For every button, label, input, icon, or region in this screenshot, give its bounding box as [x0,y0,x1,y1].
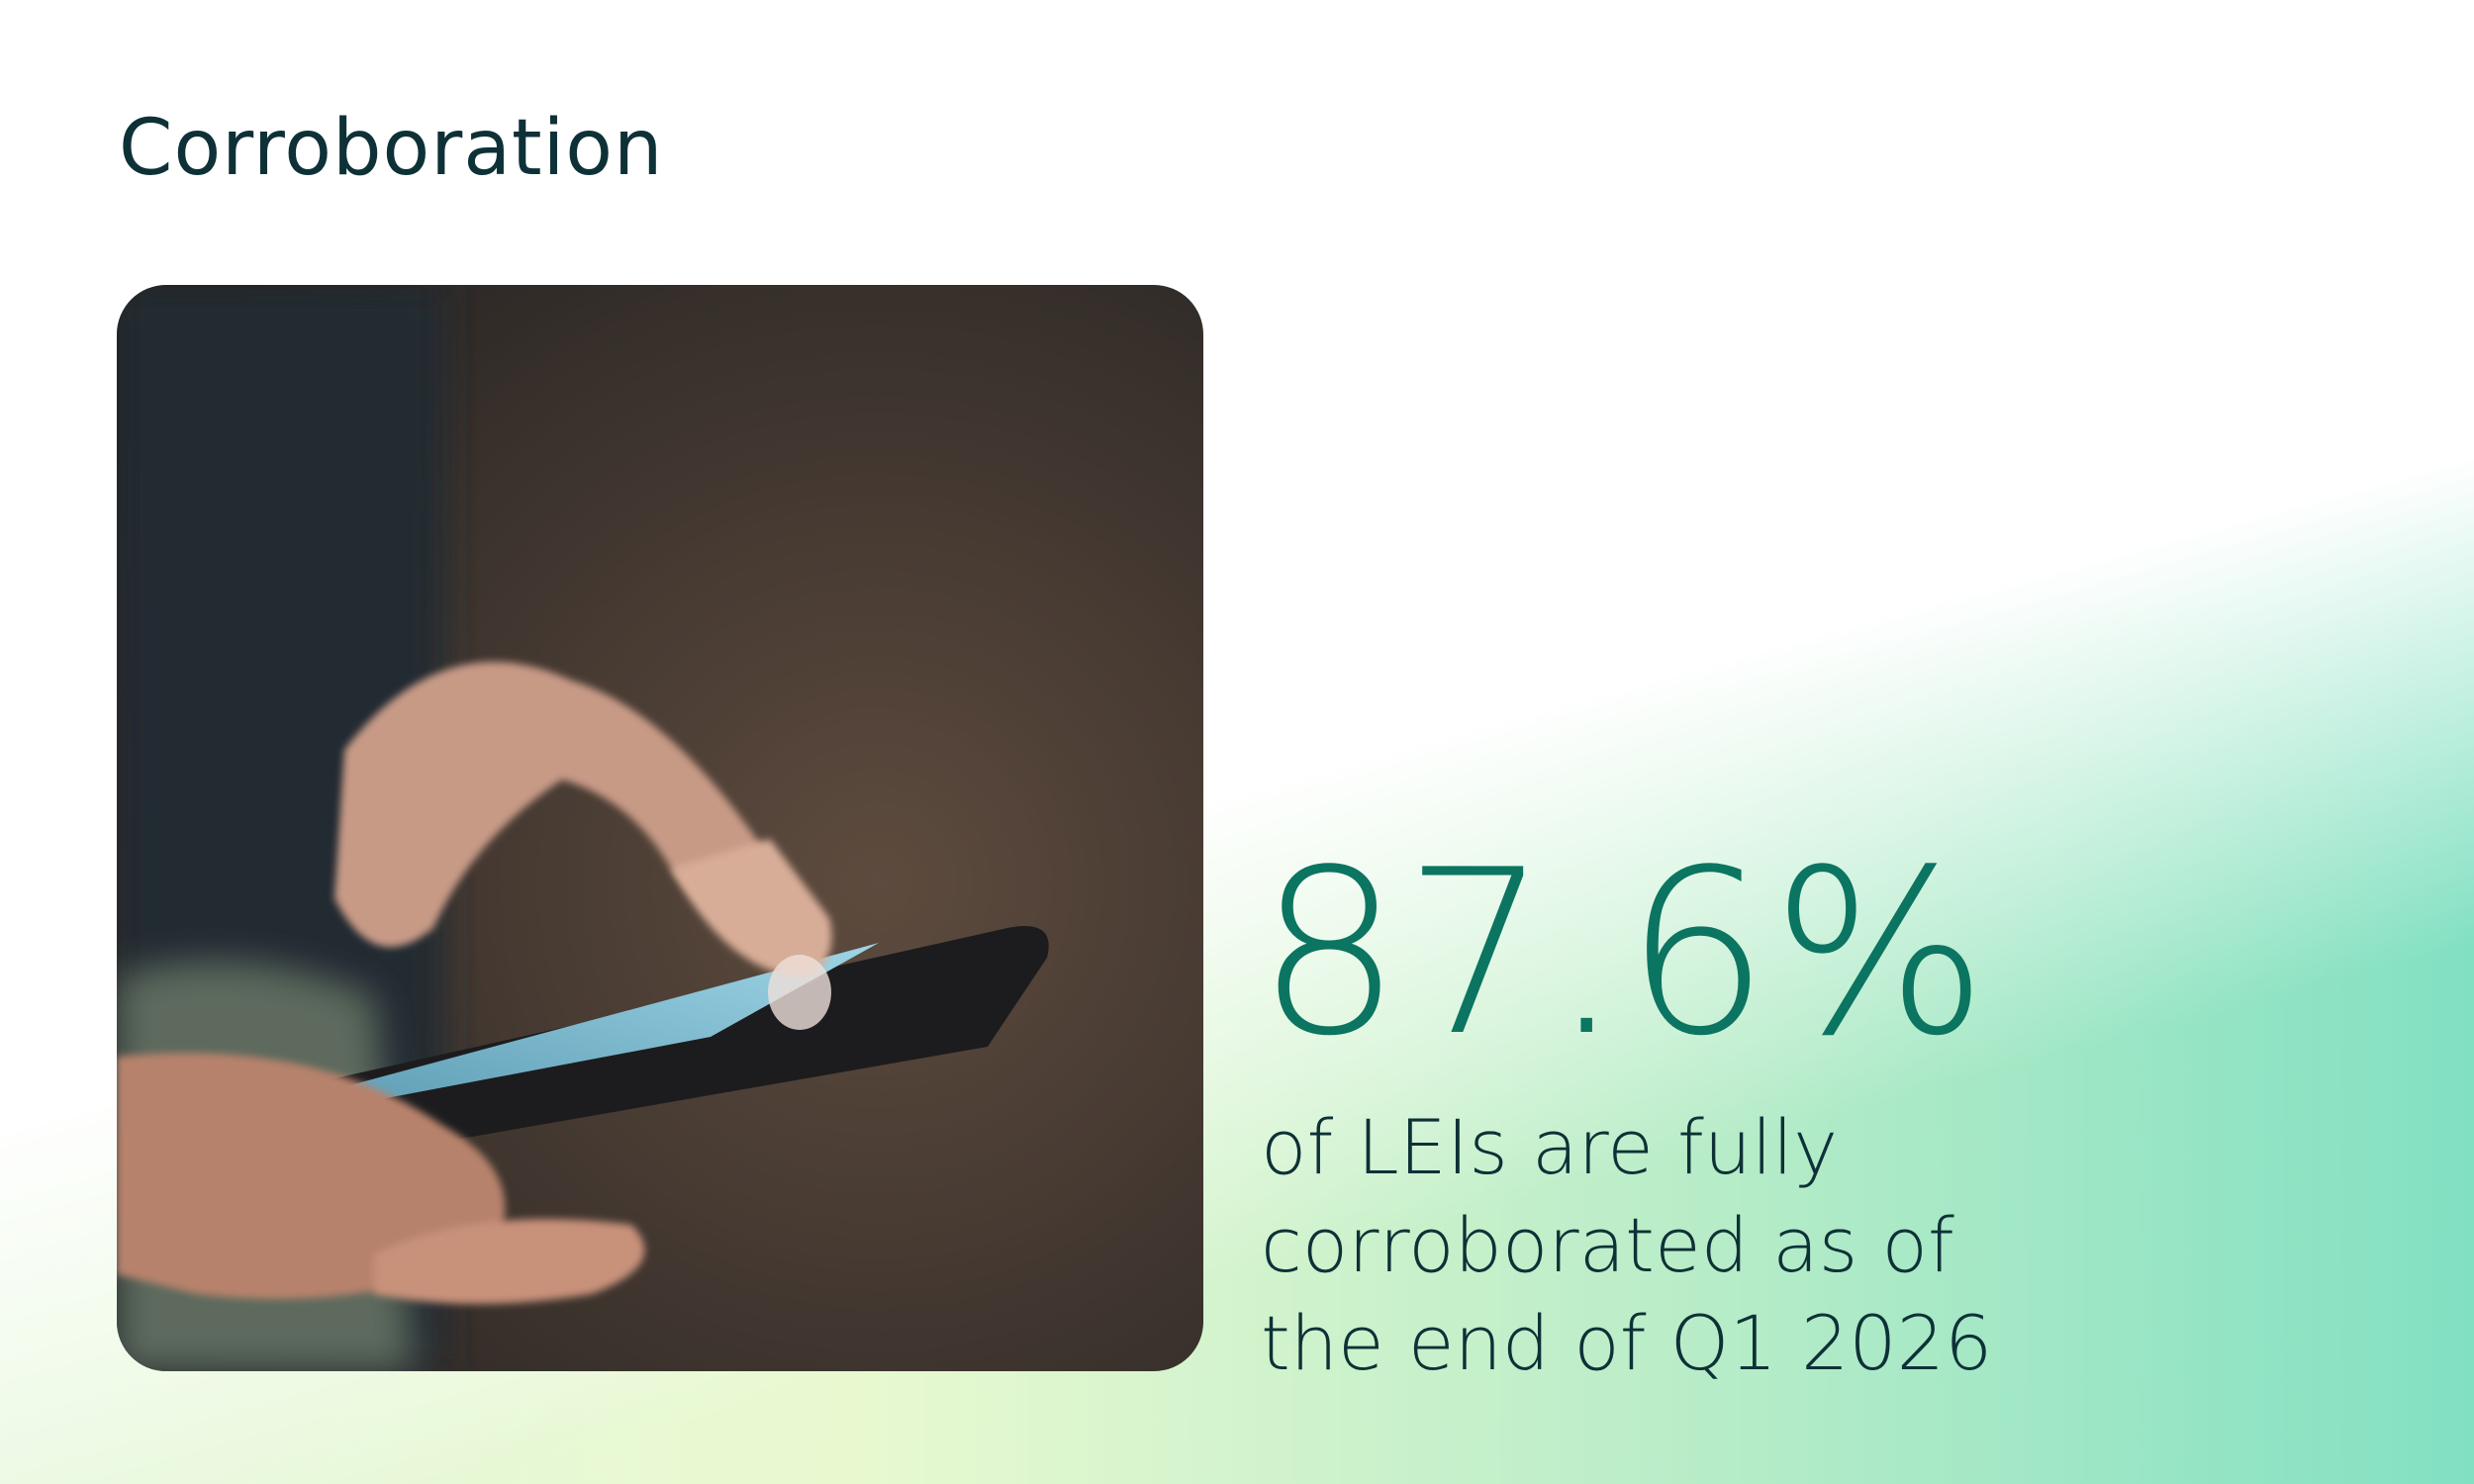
description-line: corroborated as of [1261,1201,1954,1289]
title: Corroboration [119,104,664,193]
description-line: of LEIs are fully [1261,1103,1839,1191]
stat-description: of LEIs are fully corroborated as of the e… [1261,1098,1992,1392]
description-line: the end of Q1 2026 [1261,1299,1993,1387]
stat-value: 87.6% [1257,822,1990,1086]
photo [117,285,1203,1371]
